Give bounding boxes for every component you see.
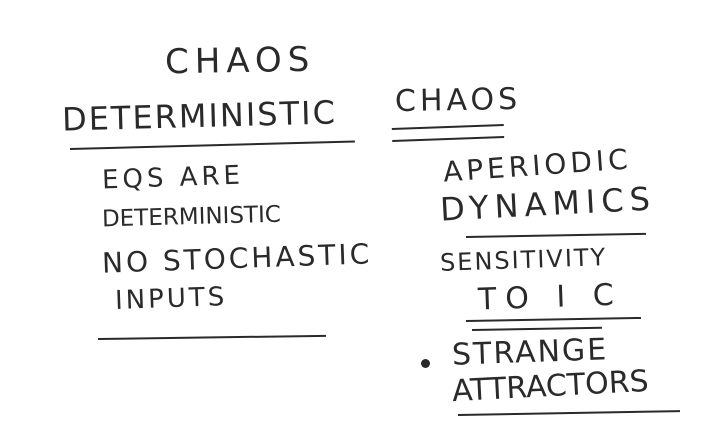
right-item-attractors: ATTRACTORS (451, 363, 650, 410)
chaos-double-underline (391, 124, 505, 142)
divider-left-bottom (97, 334, 326, 340)
left-item-eqs-are: EQS ARE (101, 160, 245, 196)
divider-right-1 (465, 232, 646, 238)
bullet-dot (421, 359, 430, 368)
right-item-strange: STRANGE (451, 332, 609, 373)
heading-deterministic: DETERMINISTIC (61, 93, 338, 139)
right-item-to-ic: TO I C (477, 277, 624, 318)
heading-chaos: CHAOS (394, 81, 522, 120)
right-item-dynamics: DYNAMICS (439, 179, 657, 229)
left-item-inputs: INPUTS (114, 282, 228, 316)
divider-right-bottom (457, 410, 680, 416)
divider-left-top (69, 140, 355, 150)
divider-right-2 (465, 316, 641, 322)
title-chaos: CHAOS (164, 39, 316, 83)
left-item-deterministic: DETERMINISTIC (101, 201, 282, 233)
left-item-no-stochastic: NO STOCHASTIC (101, 237, 373, 280)
right-item-sensitivity: SENSITIVITY (439, 243, 608, 277)
right-item-aperiodic: APERIODIC (442, 142, 633, 189)
divider-right-2b (471, 326, 602, 331)
